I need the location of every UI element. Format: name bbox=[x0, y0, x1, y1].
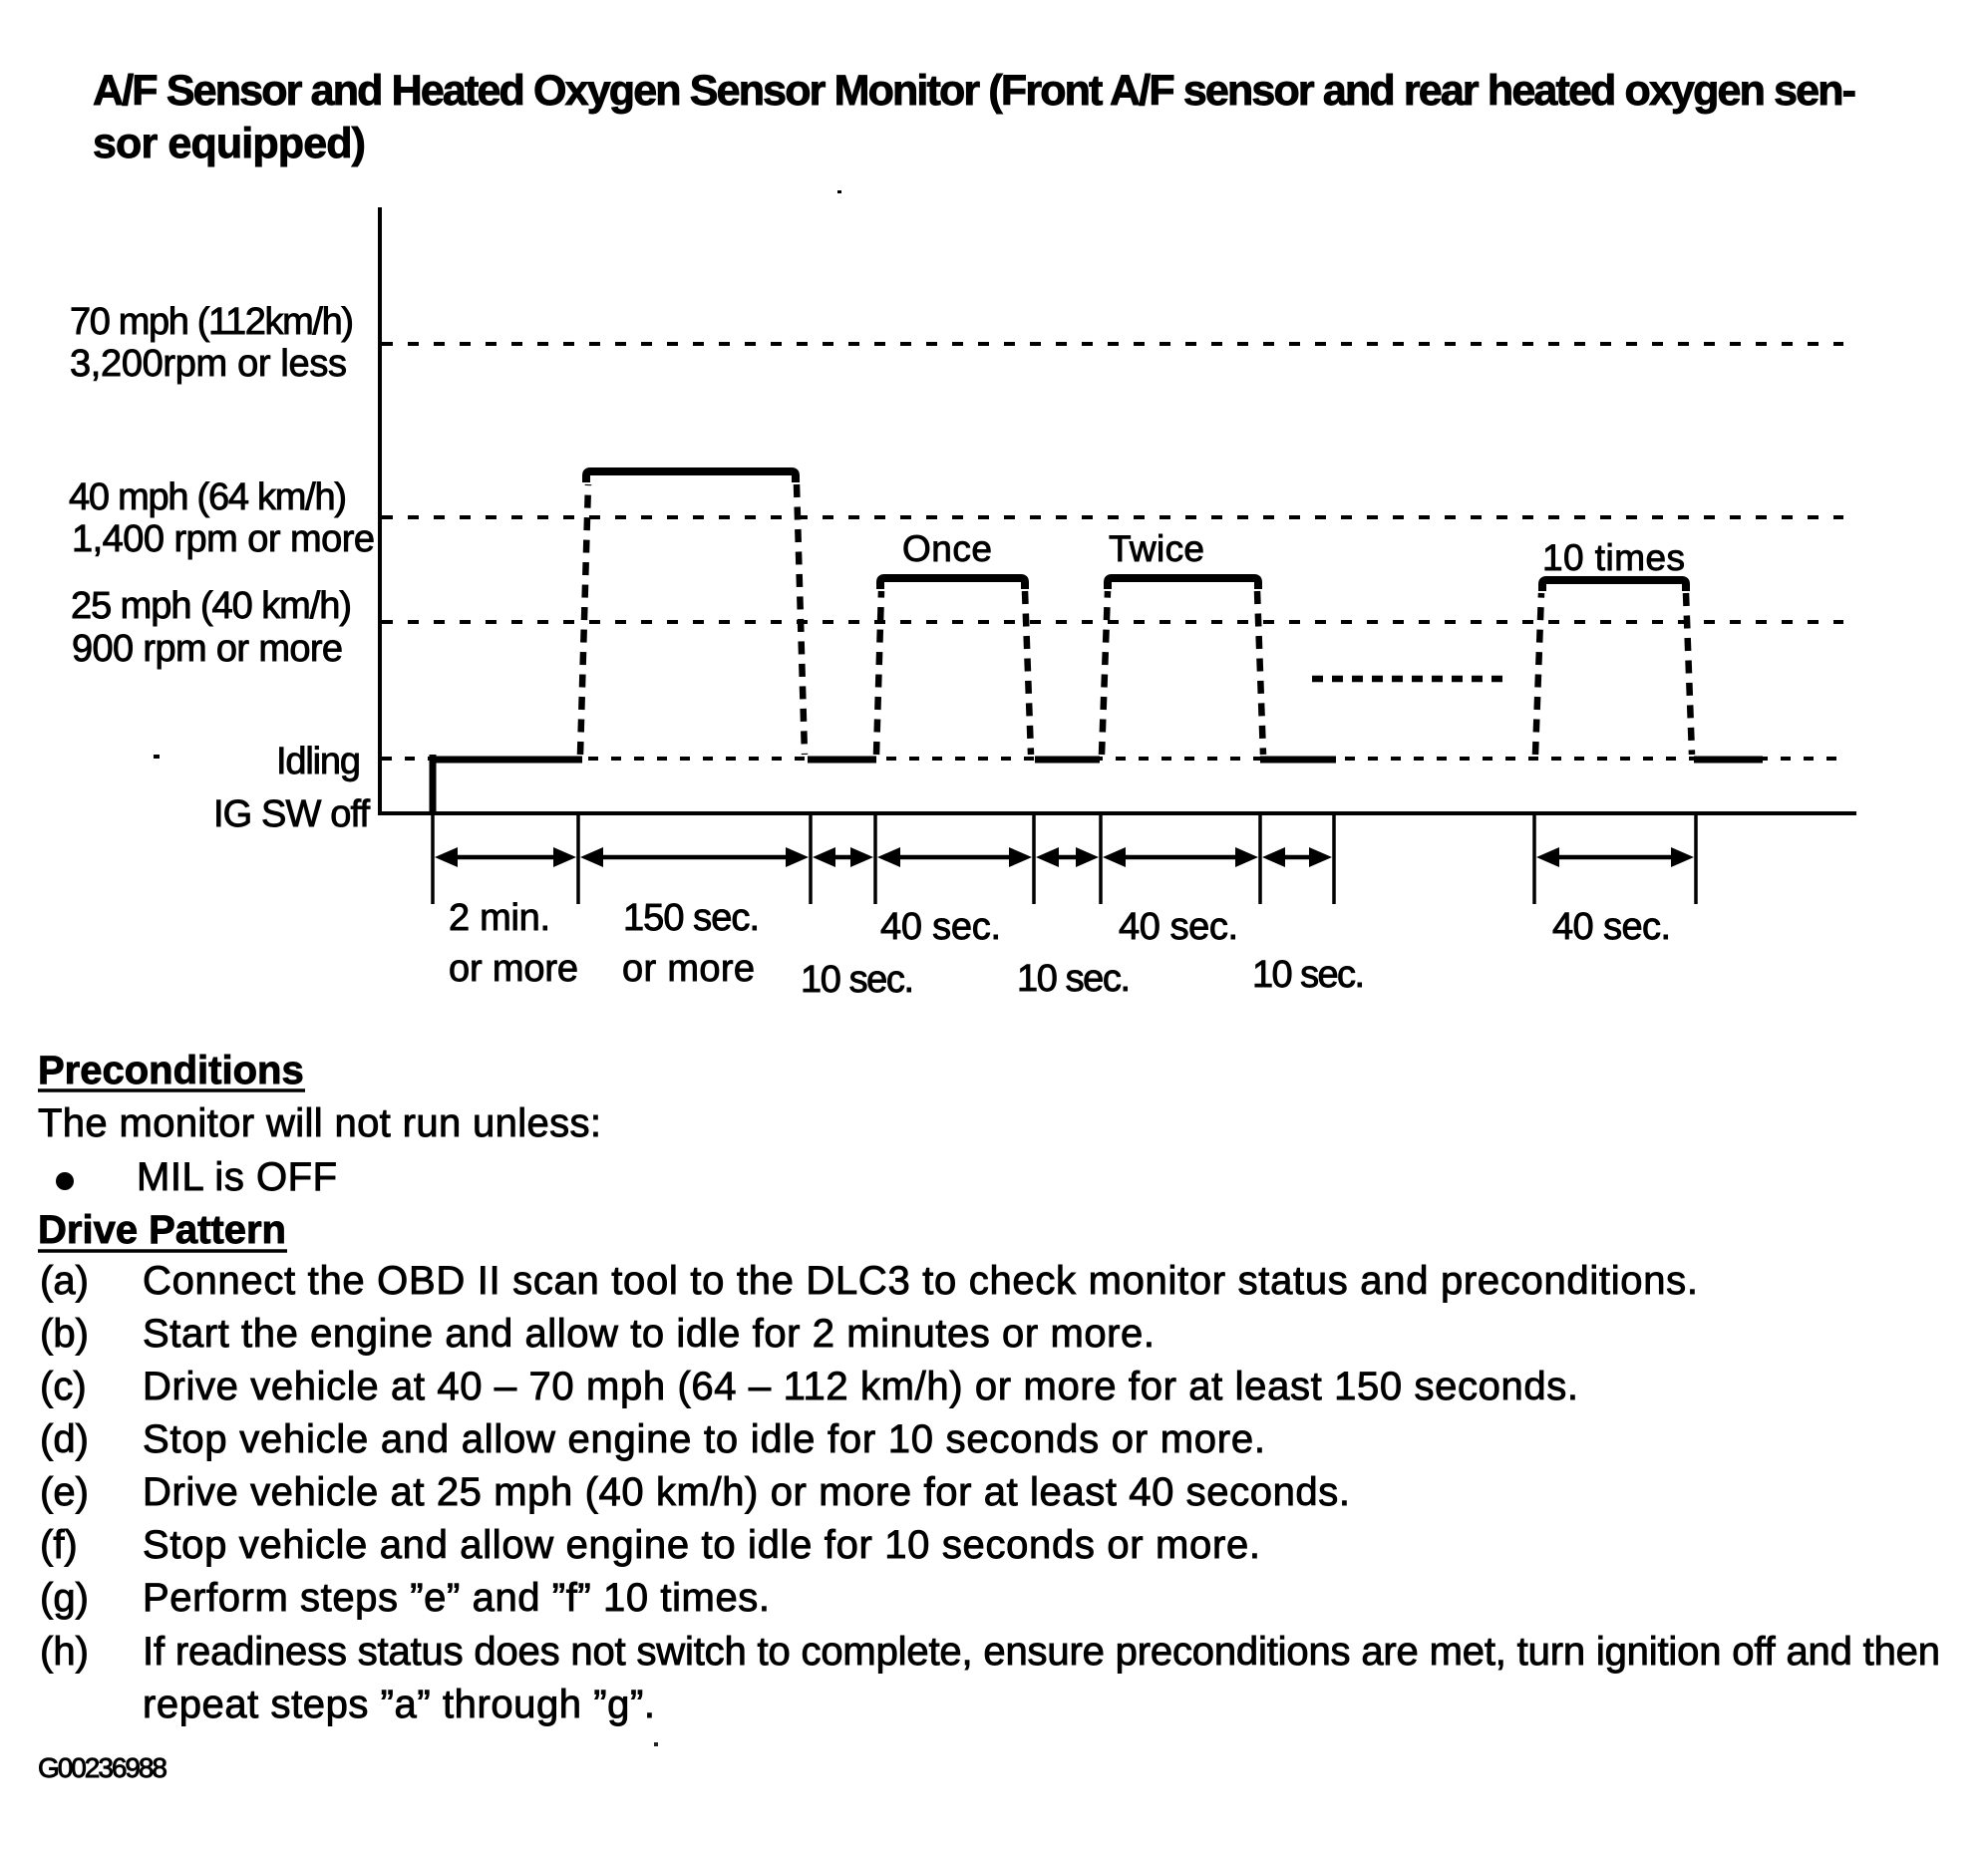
svg-text:Perform steps ”e” and ”f” 10 t: Perform steps ”e” and ”f” 10 times. bbox=[143, 1576, 770, 1620]
svg-text:Drive vehicle at 25 mph (40 km: Drive vehicle at 25 mph (40 km/h) or mor… bbox=[143, 1470, 1350, 1514]
svg-text:150 sec.: 150 sec. bbox=[623, 897, 760, 939]
svg-text:Drive Pattern: Drive Pattern bbox=[38, 1208, 286, 1252]
svg-text:The monitor will not run unles: The monitor will not run unless: bbox=[38, 1101, 601, 1145]
svg-text:If readiness status does not s: If readiness status does not switch to c… bbox=[143, 1630, 1940, 1674]
svg-text:(d): (d) bbox=[40, 1417, 89, 1461]
svg-text:(e): (e) bbox=[40, 1470, 89, 1514]
svg-text:(h): (h) bbox=[40, 1630, 89, 1674]
svg-text:10 sec.: 10 sec. bbox=[1252, 954, 1365, 996]
svg-text:40 mph (64 km/h): 40 mph (64 km/h) bbox=[69, 476, 347, 518]
svg-text:or more: or more bbox=[622, 948, 755, 990]
svg-text:70 mph (112km/h): 70 mph (112km/h) bbox=[70, 301, 354, 343]
svg-text:(c): (c) bbox=[40, 1365, 87, 1408]
svg-text:(g): (g) bbox=[40, 1576, 89, 1620]
svg-text:(f): (f) bbox=[40, 1523, 78, 1567]
svg-text:Idling: Idling bbox=[276, 741, 361, 782]
svg-text:2 min.: 2 min. bbox=[449, 897, 550, 939]
svg-text:Start the engine and allow to: Start the engine and allow to idle for 2… bbox=[143, 1312, 1155, 1356]
svg-text:IG SW off: IG SW off bbox=[213, 793, 370, 835]
svg-text:Once: Once bbox=[902, 528, 992, 569]
svg-text:G00236988: G00236988 bbox=[38, 1752, 167, 1783]
svg-text:A/F Sensor and Heated Oxygen S: A/F Sensor and Heated Oxygen Sensor Moni… bbox=[93, 67, 1856, 115]
svg-text:repeat steps ”a” through ”g”.: repeat steps ”a” through ”g”. bbox=[143, 1683, 655, 1726]
svg-text:3,200rpm or less: 3,200rpm or less bbox=[70, 343, 347, 385]
svg-text:Stop vehicle and allow engine: Stop vehicle and allow engine to idle fo… bbox=[143, 1417, 1265, 1461]
svg-text:or more: or more bbox=[449, 948, 578, 990]
svg-text:Preconditions: Preconditions bbox=[38, 1049, 304, 1092]
svg-text:900 rpm or more: 900 rpm or more bbox=[72, 628, 343, 670]
svg-text:Connect the OBD II scan tool t: Connect the OBD II scan tool to the DLC3… bbox=[143, 1259, 1698, 1303]
svg-text:40 sec.: 40 sec. bbox=[1119, 906, 1238, 948]
svg-text:sor equipped): sor equipped) bbox=[93, 120, 366, 167]
svg-text:40 sec.: 40 sec. bbox=[1552, 906, 1671, 948]
svg-text:(b): (b) bbox=[40, 1312, 89, 1356]
svg-text:Drive vehicle at 40 – 70 mph (: Drive vehicle at 40 – 70 mph (64 – 112 k… bbox=[143, 1365, 1578, 1408]
svg-text:10 sec.: 10 sec. bbox=[801, 959, 914, 1001]
svg-text:40 sec.: 40 sec. bbox=[880, 906, 1001, 948]
svg-text:(a): (a) bbox=[40, 1259, 89, 1303]
svg-text:1,400 rpm or more: 1,400 rpm or more bbox=[72, 518, 375, 560]
svg-text:MIL is OFF: MIL is OFF bbox=[137, 1155, 337, 1199]
svg-text:25 mph (40 km/h): 25 mph (40 km/h) bbox=[71, 585, 352, 627]
svg-text:10 sec.: 10 sec. bbox=[1017, 958, 1131, 1000]
svg-text:Stop vehicle and allow engine: Stop vehicle and allow engine to idle fo… bbox=[143, 1523, 1260, 1567]
svg-text:Twice: Twice bbox=[1109, 528, 1204, 569]
svg-text:10 times: 10 times bbox=[1542, 537, 1685, 578]
